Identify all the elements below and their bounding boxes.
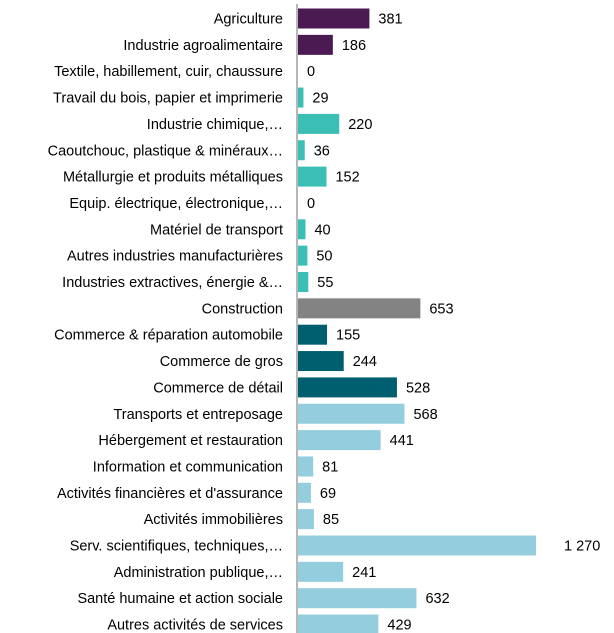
bar bbox=[298, 272, 309, 292]
bar bbox=[298, 588, 417, 609]
value-label: 528 bbox=[406, 380, 430, 396]
category-label: Caoutchouc, plastique & minéraux… bbox=[48, 143, 283, 159]
category-label: Autres activités de services bbox=[107, 618, 283, 633]
bar bbox=[298, 509, 314, 530]
value-label: 0 bbox=[307, 196, 315, 212]
category-label: Commerce de détail bbox=[153, 380, 283, 396]
value-label: 429 bbox=[387, 618, 411, 633]
value-label: 0 bbox=[307, 64, 315, 80]
category-label: Information et communication bbox=[93, 459, 283, 475]
category-label: Hébergement et restauration bbox=[98, 433, 283, 449]
category-label: Transports et entreposage bbox=[113, 407, 283, 423]
value-label: 441 bbox=[390, 433, 414, 449]
category-label: Industries extractives, énergie &… bbox=[62, 275, 283, 291]
category-label: Commerce de gros bbox=[160, 354, 283, 370]
value-label: 155 bbox=[336, 328, 360, 344]
bar bbox=[298, 482, 311, 503]
category-label: Métallurgie et produits métalliques bbox=[63, 170, 283, 186]
value-label: 653 bbox=[429, 301, 453, 317]
bar bbox=[298, 113, 340, 134]
bar bbox=[298, 456, 314, 477]
value-label: 220 bbox=[348, 117, 372, 133]
bar bbox=[298, 324, 328, 345]
bar bbox=[298, 403, 405, 424]
value-label: 40 bbox=[314, 222, 330, 238]
bar bbox=[298, 561, 344, 582]
bar bbox=[298, 34, 333, 55]
category-label: Construction bbox=[202, 301, 283, 317]
category-label: Commerce & réparation automobile bbox=[54, 328, 283, 344]
value-label: 55 bbox=[317, 275, 333, 291]
category-label: Serv. scientifiques, techniques,… bbox=[70, 539, 283, 555]
category-label: Autres industries manufacturières bbox=[67, 249, 283, 265]
bar bbox=[298, 430, 381, 451]
category-label: Travail du bois, papier et imprimerie bbox=[53, 91, 283, 107]
value-label: 381 bbox=[378, 12, 402, 28]
value-label: 244 bbox=[353, 354, 377, 370]
bar bbox=[298, 377, 397, 398]
value-label: 36 bbox=[314, 143, 330, 159]
value-label: 69 bbox=[320, 486, 336, 502]
category-label: Equip. électrique, électronique,… bbox=[69, 196, 283, 212]
category-label: Industrie chimique,… bbox=[147, 117, 283, 133]
bar bbox=[298, 87, 304, 108]
value-label: 81 bbox=[322, 459, 338, 475]
value-label: 29 bbox=[312, 91, 328, 107]
value-label: 85 bbox=[323, 512, 339, 528]
category-label: Textile, habillement, cuir, chaussure bbox=[54, 64, 283, 80]
value-label: 568 bbox=[413, 407, 437, 423]
value-label: 632 bbox=[425, 591, 449, 607]
bar bbox=[298, 535, 536, 556]
bar bbox=[298, 140, 305, 161]
category-labels: Agriculture Industrie agroalimentaire Text… bbox=[48, 12, 283, 633]
bar bbox=[298, 614, 379, 633]
category-label: Agriculture bbox=[214, 12, 283, 28]
bar bbox=[298, 351, 344, 372]
category-label: Administration publique,… bbox=[114, 565, 283, 581]
value-label: 186 bbox=[342, 38, 366, 54]
value-label: 241 bbox=[352, 565, 376, 581]
bar bbox=[298, 245, 308, 266]
category-label: Activités financières et d'assurance bbox=[57, 486, 283, 502]
value-label: 1 270 bbox=[564, 539, 600, 555]
category-label: Industrie agroalimentaire bbox=[123, 38, 283, 54]
category-label: Santé humaine et action sociale bbox=[77, 591, 283, 607]
bar bbox=[298, 219, 306, 240]
category-label: Activités immobilières bbox=[144, 512, 283, 528]
value-labels: 381 186 0 29 220 36 152 0 40 50 55 653 155 244 528 568 4… bbox=[307, 12, 600, 633]
bar bbox=[298, 298, 421, 319]
bar bbox=[298, 8, 370, 29]
bars bbox=[298, 8, 536, 633]
category-label: Matériel de transport bbox=[150, 222, 283, 238]
value-label: 152 bbox=[335, 170, 359, 186]
value-label: 50 bbox=[316, 249, 332, 265]
bar bbox=[298, 166, 327, 187]
